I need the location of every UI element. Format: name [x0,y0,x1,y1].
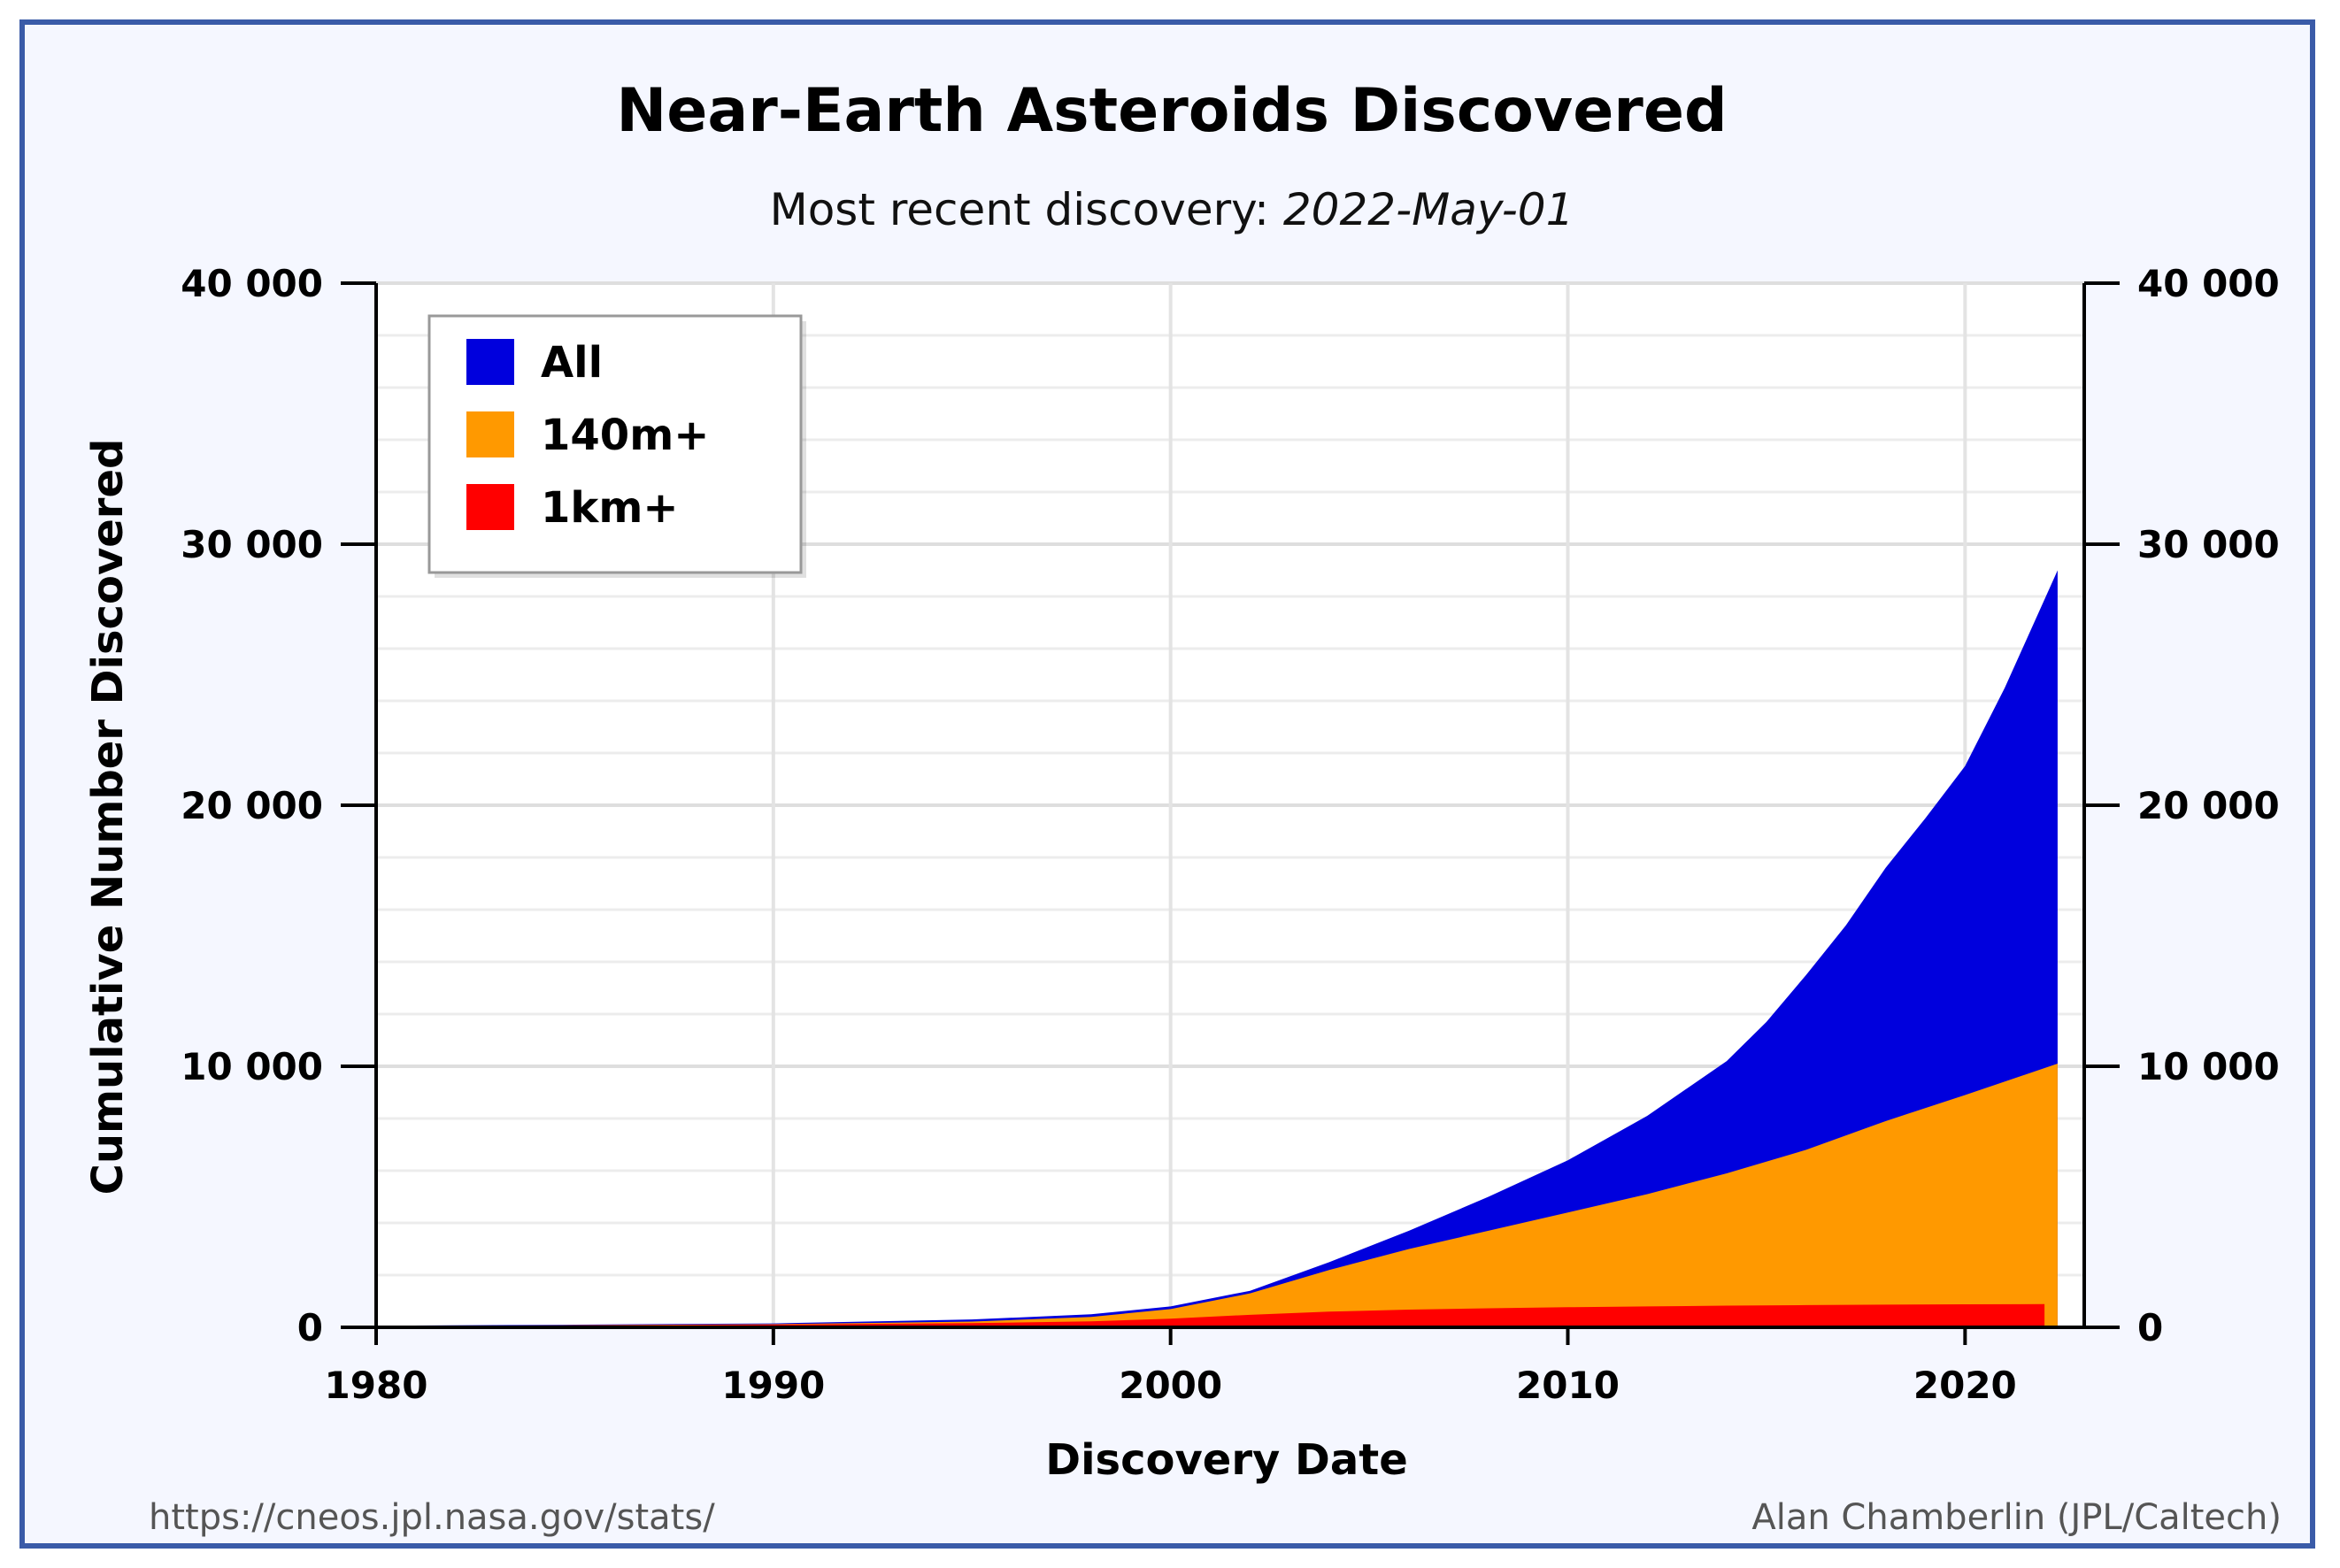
legend-swatch [466,339,514,385]
legend-swatch [466,411,514,457]
y-tick-label-left: 20 000 [181,784,323,827]
legend-label: 140m+ [541,411,709,460]
chart-frame: Near-Earth Asteroids Discovered Most rec… [19,19,2315,1549]
legend: All 140m+ 1km+ [427,314,806,578]
x-tick-label: 2010 [1516,1364,1620,1407]
y-tick-label-right: 0 [2137,1306,2163,1349]
x-axis-title: Discovery Date [1045,1435,1408,1485]
legend-label: All [541,338,603,388]
y-axis-left-ticks: 0 10 000 20 000 30 000 40 000 [181,262,376,1349]
y-tick-label-left: 40 000 [181,262,323,305]
x-tick-label: 2020 [1913,1364,2017,1407]
x-tick-label: 1990 [721,1364,825,1407]
area-series [376,570,2058,1327]
area-all [376,570,2058,1327]
y-tick-label-right: 30 000 [2137,523,2280,566]
subtitle-prefix: Most recent discovery: [770,184,1283,235]
y-tick-label-left: 0 [297,1306,323,1349]
footer-credit: Alan Chamberlin (JPL/Caltech) [1751,1497,2282,1538]
y-tick-label-right: 40 000 [2137,262,2280,305]
x-tick-label: 2000 [1119,1364,1222,1407]
area-1km [376,1303,2045,1327]
footer-url: https://cneos.jpl.nasa.gov/stats/ [149,1497,715,1538]
chart-title: Near-Earth Asteroids Discovered [616,76,1727,146]
chart-subtitle: Most recent discovery: 2022-May-01 [770,184,1574,235]
y-tick-label-right: 10 000 [2137,1045,2280,1088]
legend-swatch [466,484,514,530]
y-tick-label-right: 20 000 [2137,784,2280,827]
area-140m [376,1064,2058,1327]
y-axis-title: Cumulative Number Discovered [83,439,133,1195]
subtitle-date: 2022-May-01 [1283,184,1574,235]
y-axis-right-ticks: 0 10 000 20 000 30 000 40 000 [2084,262,2280,1349]
x-tick-label: 1980 [325,1364,428,1407]
x-axis-ticks: 1980 1990 2000 2010 2020 [325,1327,2017,1407]
y-tick-label-left: 30 000 [181,523,323,566]
chart-svg: Near-Earth Asteroids Discovered Most rec… [83,76,2282,1538]
legend-label: 1km+ [541,483,679,533]
y-tick-label-left: 10 000 [181,1045,323,1088]
